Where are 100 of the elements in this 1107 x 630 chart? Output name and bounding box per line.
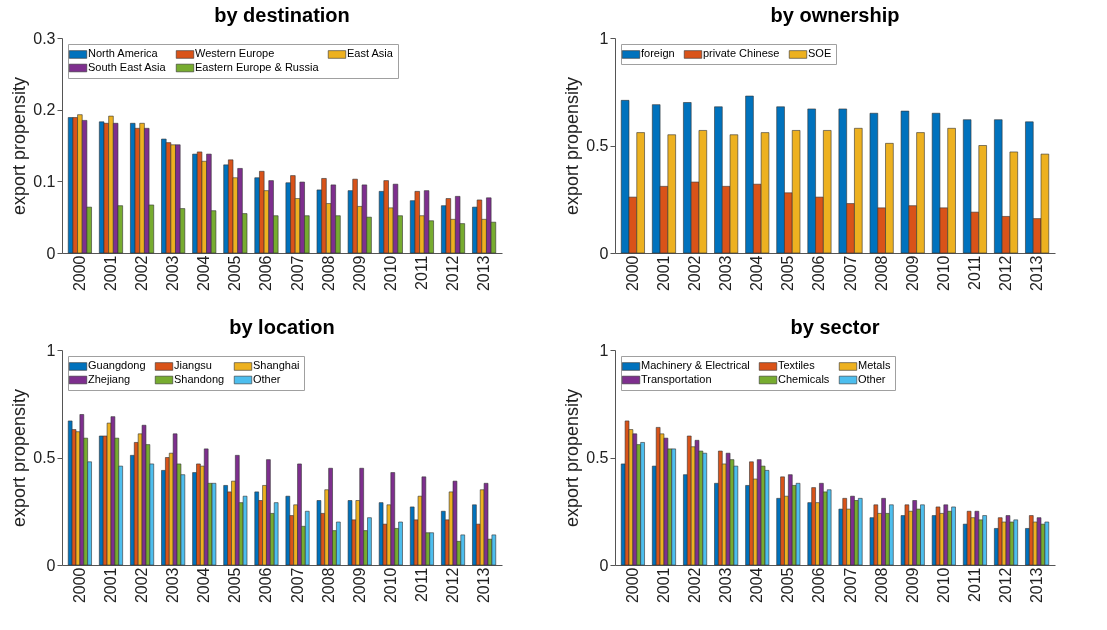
x-tick-label: 2005	[779, 567, 797, 604]
bar	[640, 442, 645, 566]
x-tick-label: 2010	[381, 567, 399, 604]
legend-label: Eastern Europe & Russia	[195, 61, 320, 73]
bar	[687, 435, 692, 566]
bar	[1013, 519, 1018, 566]
x-tick-label: 2004	[195, 255, 213, 292]
x-tick-label: 2012	[444, 255, 462, 292]
x-tick-label: 2005	[779, 255, 797, 292]
x-tick-label: 2000	[623, 567, 641, 604]
bar	[423, 190, 430, 254]
bar	[702, 452, 708, 566]
bar	[110, 416, 116, 566]
y-tick-label: 1	[599, 29, 609, 47]
x-tick-label: 2010	[934, 255, 952, 292]
y-axis-title: export propensity	[562, 76, 583, 216]
bar	[414, 191, 420, 254]
y-tick-label: 0.3	[33, 29, 56, 47]
bar	[161, 138, 167, 254]
legend-label: Shandong	[174, 373, 225, 385]
bar	[266, 459, 271, 566]
legend-label: South East Asia	[88, 61, 167, 73]
legend-label: Other	[253, 373, 281, 385]
x-tick-label: 2000	[623, 255, 641, 292]
bar	[632, 433, 638, 566]
bar	[850, 495, 855, 566]
y-tick-label: 0	[599, 244, 609, 262]
x-tick-label: 2009	[903, 567, 921, 604]
x-tick-label: 2006	[257, 255, 275, 292]
bar	[235, 455, 240, 566]
x-tick-label: 2004	[748, 567, 766, 604]
bar	[476, 199, 483, 254]
x-tick-label: 2007	[841, 567, 859, 604]
bar	[858, 498, 863, 566]
x-tick-label: 2001	[101, 255, 119, 292]
bar	[242, 495, 248, 566]
bar	[1036, 517, 1042, 566]
x-tick-label: 2007	[288, 567, 306, 604]
bar	[383, 180, 389, 254]
bar	[854, 500, 859, 566]
bar	[367, 517, 372, 566]
y-tick-label: 0	[46, 556, 56, 574]
bar	[141, 424, 147, 566]
bar	[211, 483, 217, 566]
y-tick-label: 0.2	[33, 101, 56, 119]
x-tick-label: 2011	[412, 255, 430, 290]
y-tick-label: 0	[599, 556, 609, 574]
bar	[881, 498, 886, 566]
legend-label: Western Europe	[195, 47, 275, 60]
bar	[297, 463, 302, 566]
y-tick-label: 0.5	[586, 137, 609, 154]
chart-title: by location	[229, 316, 335, 338]
bar	[398, 521, 403, 566]
bar	[336, 521, 341, 566]
x-tick-label: 2000	[70, 255, 88, 292]
bar	[694, 440, 700, 566]
x-tick-label: 2002	[686, 567, 704, 604]
bar	[842, 498, 847, 566]
bar	[223, 485, 228, 566]
bar	[285, 495, 291, 566]
x-tick-label: 2007	[841, 255, 859, 292]
x-tick-label: 2003	[717, 255, 735, 292]
bar	[361, 184, 368, 254]
x-tick-label: 2006	[810, 255, 828, 292]
chart-title: by destination	[214, 4, 350, 26]
x-tick-label: 2011	[965, 255, 983, 290]
bar	[328, 467, 333, 566]
bar	[460, 534, 465, 566]
bar	[920, 504, 925, 566]
x-tick-label: 2003	[164, 567, 182, 604]
legend-label: East Asia	[347, 47, 394, 60]
bar	[79, 414, 85, 566]
bar	[347, 500, 353, 566]
bar	[483, 483, 489, 566]
x-tick-label: 2009	[350, 255, 368, 292]
bar	[904, 504, 910, 566]
x-tick-label: 2006	[257, 567, 275, 604]
bar	[718, 450, 723, 566]
chart-title: by sector	[790, 316, 880, 338]
x-tick-label: 2010	[934, 567, 952, 604]
bar	[935, 506, 941, 566]
legend-label: Chemicals	[778, 373, 830, 385]
bar	[409, 506, 415, 566]
legend-label: Transportation	[641, 373, 712, 385]
bar	[359, 467, 364, 566]
x-tick-label: 2008	[872, 567, 890, 604]
x-tick-label: 2013	[475, 255, 493, 292]
x-tick-label: 2013	[1028, 567, 1046, 604]
legend-label: Zhejiang	[88, 373, 131, 385]
x-tick-label: 2004	[748, 255, 766, 292]
x-tick-label: 2008	[319, 567, 337, 604]
x-tick-label: 2005	[226, 255, 244, 292]
bar	[749, 461, 754, 566]
bar	[429, 532, 434, 566]
bar	[974, 510, 980, 566]
y-tick-label: 0.1	[33, 172, 56, 190]
x-tick-label: 2009	[903, 255, 921, 292]
chart-title: by ownership	[770, 4, 900, 26]
x-tick-label: 2001	[654, 567, 672, 604]
bar	[788, 474, 793, 566]
